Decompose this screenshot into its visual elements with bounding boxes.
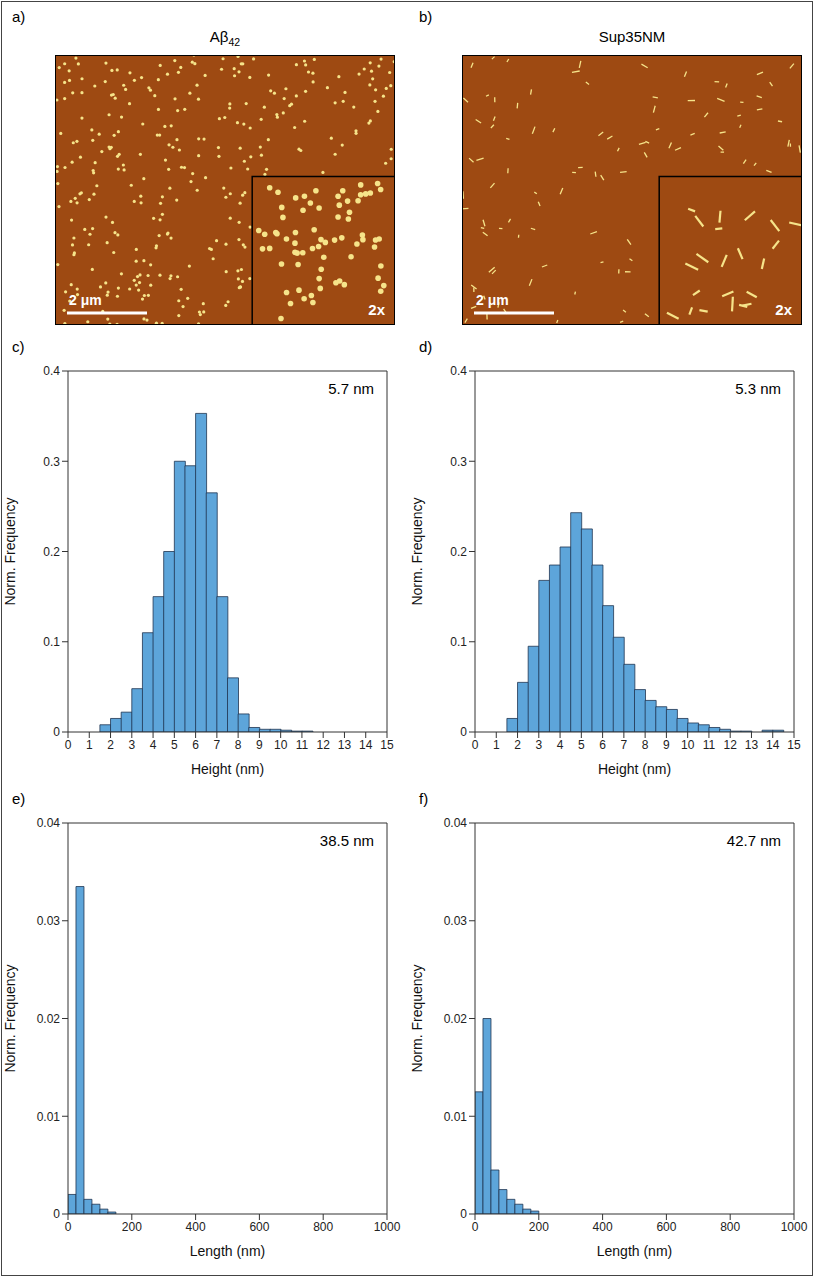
svg-text:0.02: 0.02 [37,1012,61,1026]
html-text:e): e) [12,790,26,807]
html-text:5.7 nm: 5.7 nm [328,380,374,397]
svg-text:0: 0 [65,738,72,752]
svg-text:13: 13 [338,738,352,752]
html-text:f): f) [419,790,429,807]
svg-text:0.01: 0.01 [444,1110,468,1124]
svg-text:10: 10 [274,738,288,752]
svg-text:15: 15 [380,738,394,752]
svg-text:3: 3 [128,738,135,752]
svg-text:Height (nm): Height (nm) [191,761,264,777]
svg-text:0.4: 0.4 [43,364,60,378]
svg-text:0.2: 0.2 [43,545,60,559]
svg-text:2x: 2x [775,301,792,318]
svg-text:800: 800 [720,1220,740,1234]
svg-text:7: 7 [621,738,628,752]
svg-text:15: 15 [787,738,801,752]
svg-text:400: 400 [186,1220,206,1234]
svg-text:1: 1 [493,738,500,752]
svg-text:Height (nm): Height (nm) [598,761,671,777]
svg-text:Norm. Frequency: Norm. Frequency [409,964,425,1072]
svg-text:1: 1 [86,738,93,752]
svg-text:0: 0 [460,725,467,739]
svg-text:0: 0 [472,1220,479,1234]
svg-text:9: 9 [663,738,670,752]
html-text:d): d) [419,338,433,355]
svg-text:6: 6 [599,738,606,752]
svg-text:7: 7 [214,738,221,752]
svg-text:0.3: 0.3 [43,455,60,469]
svg-text:800: 800 [313,1220,333,1234]
svg-text:9: 9 [256,738,263,752]
svg-text:0.04: 0.04 [37,816,61,830]
svg-text:12: 12 [317,738,331,752]
svg-text:600: 600 [249,1220,269,1234]
svg-text:2x: 2x [368,301,385,318]
svg-text:1000: 1000 [781,1220,808,1234]
svg-text:11: 11 [296,738,309,752]
html-text:b): b) [419,8,433,25]
svg-text:6: 6 [192,738,199,752]
html-text:38.5 nm: 38.5 nm [319,832,374,849]
svg-text:0.1: 0.1 [43,635,60,649]
svg-text:14: 14 [766,738,780,752]
html-text:a): a) [12,8,26,25]
html-text:Aβ42: Aβ42 [209,28,241,48]
svg-text:2: 2 [514,738,521,752]
svg-text:0: 0 [472,738,479,752]
svg-text:Length (nm): Length (nm) [597,1243,672,1259]
html-text:42.7 nm: 42.7 nm [726,832,781,849]
svg-text:5: 5 [171,738,178,752]
svg-text:0.4: 0.4 [450,364,467,378]
svg-text:4: 4 [557,738,564,752]
svg-text:1000: 1000 [374,1220,401,1234]
svg-text:5: 5 [578,738,585,752]
svg-text:0.01: 0.01 [37,1110,61,1124]
svg-text:3: 3 [535,738,542,752]
svg-text:0: 0 [65,1220,72,1234]
svg-text:0.02: 0.02 [444,1012,468,1026]
svg-text:8: 8 [642,738,649,752]
svg-text:0: 0 [460,1207,467,1221]
svg-text:0: 0 [53,1207,60,1221]
svg-text:200: 200 [122,1220,142,1234]
svg-text:Norm. Frequency: Norm. Frequency [2,497,18,605]
svg-text:0: 0 [53,725,60,739]
svg-text:400: 400 [593,1220,613,1234]
svg-text:8: 8 [235,738,242,752]
svg-text:2 μm: 2 μm [476,292,509,308]
svg-text:0.03: 0.03 [444,914,468,928]
svg-text:Norm. Frequency: Norm. Frequency [2,964,18,1072]
svg-text:0.2: 0.2 [450,545,467,559]
svg-text:2 μm: 2 μm [69,292,102,308]
svg-text:600: 600 [656,1220,676,1234]
html-text:c): c) [12,338,25,355]
svg-text:12: 12 [724,738,738,752]
svg-text:0.03: 0.03 [37,914,61,928]
svg-text:13: 13 [745,738,759,752]
svg-text:4: 4 [150,738,157,752]
svg-text:Norm. Frequency: Norm. Frequency [409,497,425,605]
svg-text:0.3: 0.3 [450,455,467,469]
svg-text:2: 2 [107,738,114,752]
svg-text:10: 10 [681,738,695,752]
html-text:5.3 nm: 5.3 nm [735,380,781,397]
svg-text:11: 11 [703,738,716,752]
svg-text:200: 200 [529,1220,549,1234]
svg-text:0.1: 0.1 [450,635,467,649]
svg-text:14: 14 [359,738,373,752]
html-text:Sup35NM: Sup35NM [598,28,666,45]
svg-text:0.04: 0.04 [444,816,468,830]
svg-text:Length (nm): Length (nm) [190,1243,265,1259]
